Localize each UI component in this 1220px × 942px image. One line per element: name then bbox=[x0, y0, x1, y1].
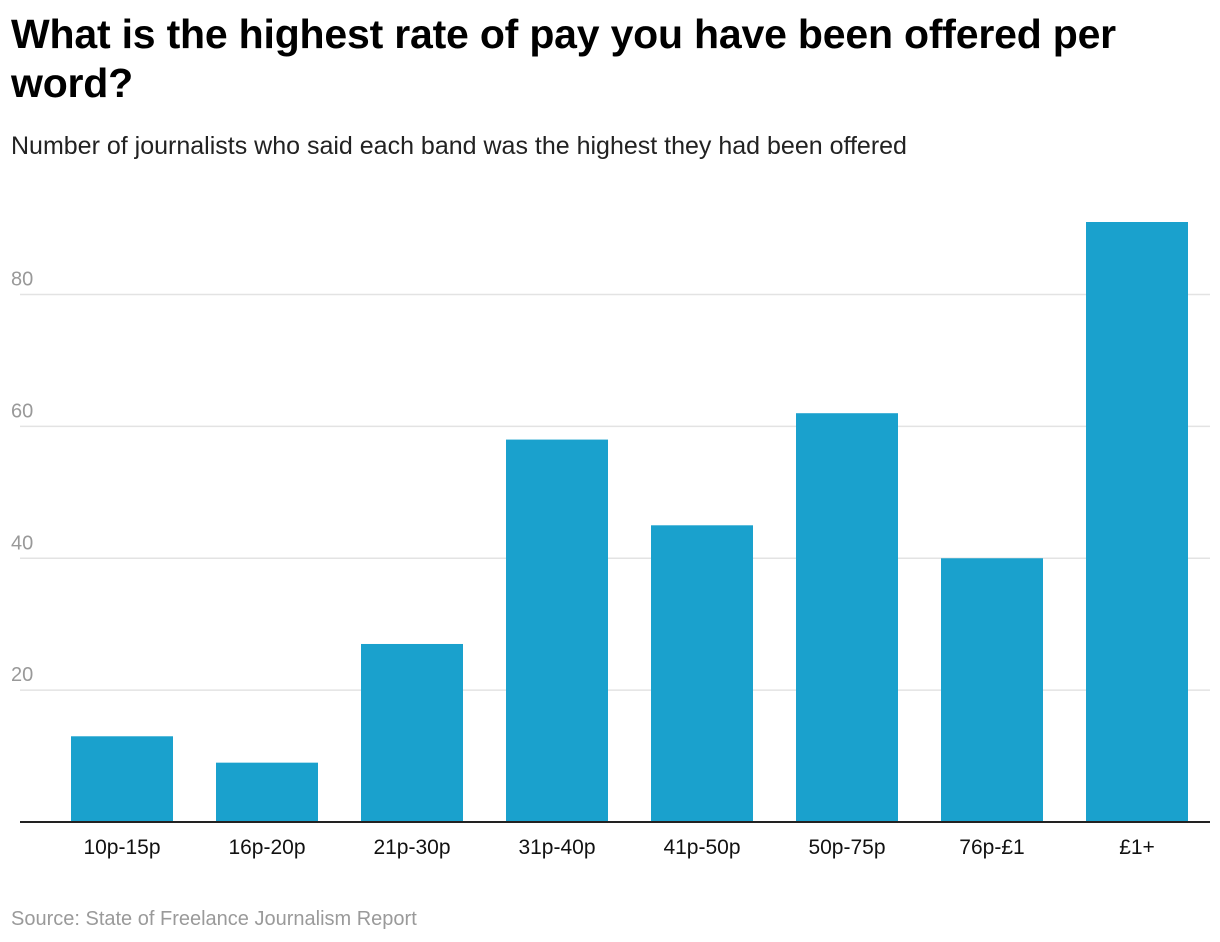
bar-£1+ bbox=[1086, 222, 1188, 822]
x-tick-label-21p-30p: 21p-30p bbox=[373, 836, 450, 859]
chart-title: What is the highest rate of pay you have… bbox=[11, 11, 1116, 106]
y-tick-label-60: 60 bbox=[11, 400, 33, 422]
bars bbox=[71, 222, 1188, 822]
bar-21p-30p bbox=[361, 643, 463, 822]
x-axis-labels: 10p-15p 16p-20p 21p-30p 31p-40p 41p-50p 50p-7… bbox=[83, 836, 1154, 859]
y-tick-label-40: 40 bbox=[11, 532, 33, 554]
x-tick-label-76p-£1: 76p-£1 bbox=[959, 836, 1024, 859]
x-tick-label-16p-20p: 16p-20p bbox=[228, 836, 305, 859]
y-tick-label-20: 20 bbox=[11, 664, 33, 686]
bar-10p-15p bbox=[71, 736, 173, 822]
bar-50p-75p bbox=[796, 413, 898, 822]
bar-31p-40p bbox=[506, 439, 608, 822]
bar-chart: 20 40 60 80 10p-15p 16p-20p 21p-30p 31p-40p 41p… bbox=[11, 222, 1210, 859]
x-tick-label-41p-50p: 41p-50p bbox=[663, 836, 740, 859]
y-tick-label-80: 80 bbox=[11, 269, 33, 291]
source-note: Source: State of Freelance Journalism Re… bbox=[11, 908, 417, 930]
bar-76p-£1 bbox=[941, 558, 1043, 822]
x-tick-label-50p-75p: 50p-75p bbox=[808, 836, 885, 859]
chart-subtitle: Number of journalists who said each band… bbox=[11, 132, 907, 160]
x-tick-label-£1+: £1+ bbox=[1119, 836, 1155, 859]
x-tick-label-10p-15p: 10p-15p bbox=[83, 836, 160, 859]
bar-41p-50p bbox=[651, 525, 753, 822]
y-axis-ticks: 20 40 60 80 bbox=[11, 269, 33, 687]
bar-16p-20p bbox=[216, 762, 318, 822]
x-tick-label-31p-40p: 31p-40p bbox=[518, 836, 595, 859]
